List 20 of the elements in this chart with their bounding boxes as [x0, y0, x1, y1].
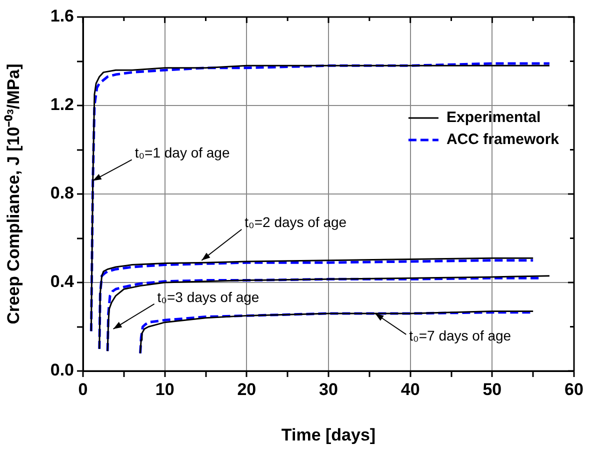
annotation: t₀=1 day of age	[134, 144, 230, 161]
y-tick-label: 0.8	[50, 184, 74, 203]
x-tick-label: 20	[237, 380, 256, 399]
x-tick-label: 30	[319, 380, 338, 399]
x-tick-label: 60	[564, 380, 584, 399]
y-axis-title: Creep Compliance, J [10⁻⁰³/MPa]	[4, 64, 23, 324]
x-tick-label: 0	[78, 380, 88, 399]
annotation: t₀=3 days of age	[157, 288, 260, 305]
x-tick-label: 50	[482, 380, 502, 399]
x-tick-label: 40	[400, 380, 420, 399]
legend-label: Experimental	[446, 109, 541, 126]
x-axis-title: Time [days]	[281, 425, 376, 444]
y-tick-label: 0.0	[50, 360, 74, 380]
legend-label: ACC framework	[446, 131, 560, 148]
y-tick-label: 1.2	[50, 95, 74, 114]
y-tick-label: 0.4	[50, 272, 75, 292]
y-tick-label: 1.6	[50, 6, 74, 26]
annotation: t₀=7 days of age	[409, 327, 512, 344]
annotation: t₀=2 days of age	[244, 214, 347, 230]
x-tick-label: 10	[155, 380, 174, 399]
